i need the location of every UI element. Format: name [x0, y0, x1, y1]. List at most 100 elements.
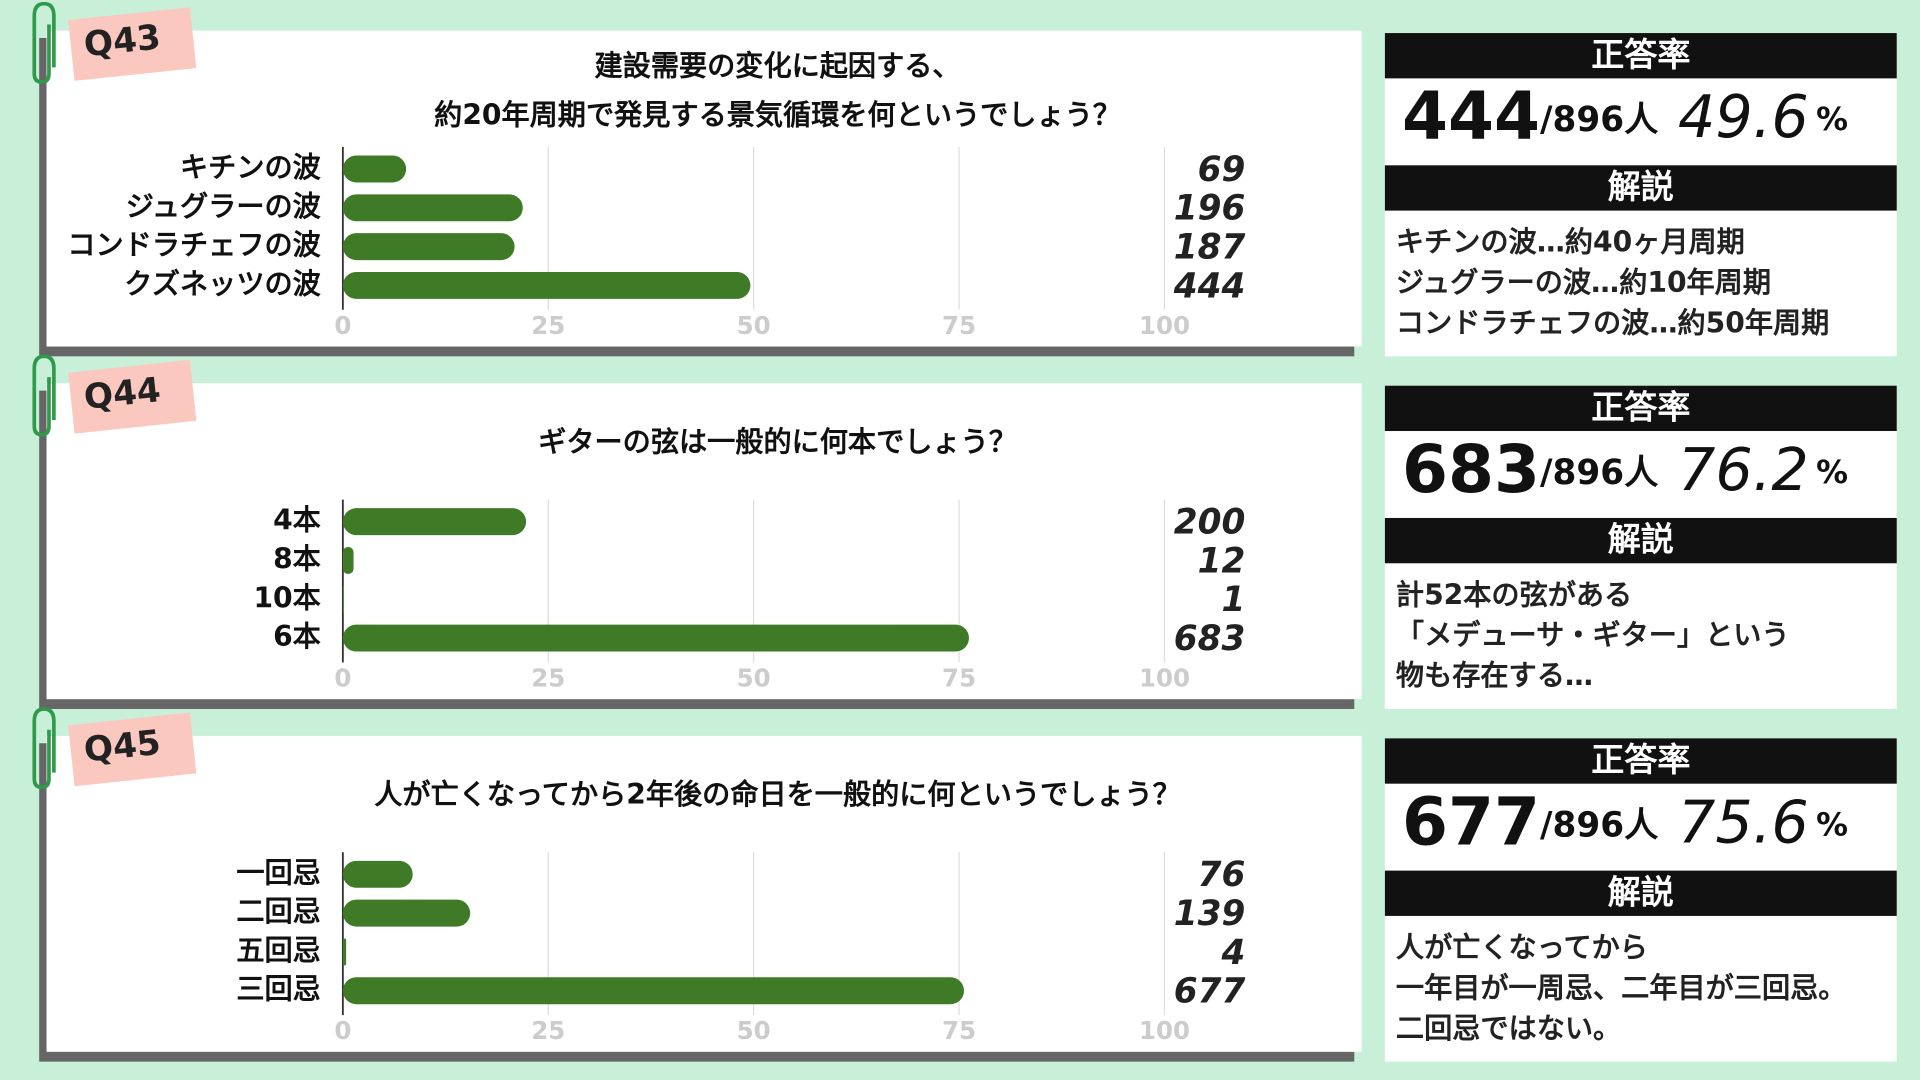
count-label: 4: [1220, 933, 1245, 973]
count-label: 187: [1174, 228, 1246, 268]
score: 683/896人 76.2%: [1402, 431, 1848, 508]
bar: [342, 194, 523, 222]
tag: [68, 7, 197, 81]
rate-value: 76.2: [1678, 435, 1809, 504]
x-tick-label: 75: [942, 664, 976, 693]
paperclip: [32, 354, 56, 437]
category-label: 10本: [253, 581, 321, 614]
rate-unit: %: [1816, 453, 1848, 491]
bar: [342, 899, 471, 927]
category-label: 4本: [273, 504, 322, 537]
header-bar: [1384, 738, 1897, 784]
x-tick-label: 75: [942, 311, 976, 340]
note-heading: 解説: [1608, 520, 1674, 559]
total-count: /896人: [1540, 452, 1659, 492]
score: 677/896人 75.6%: [1402, 784, 1848, 861]
correct-count: 444: [1402, 78, 1540, 155]
count-label: 683: [1174, 619, 1246, 659]
note-line: 「メデューサ・ギター」という: [1396, 619, 1790, 652]
note-line: ジュグラーの波…約10年周期: [1396, 266, 1771, 299]
count-label: 677: [1174, 972, 1246, 1012]
category-label: 6本: [273, 620, 322, 653]
note-line: キチンの波…約40ヶ月周期: [1396, 226, 1745, 259]
note-line: 二回忌ではない。: [1396, 1012, 1621, 1045]
paperclip: [32, 1, 56, 84]
category-label: ジュグラーの波: [126, 190, 322, 223]
x-tick-label: 25: [531, 664, 565, 693]
bar: [342, 508, 527, 536]
question-panel: Q45 人が亡くなってから2年後の命日を一般的に何というでしょう？ 0 25 50 75 1…: [32, 707, 1362, 1062]
question-text: 約20年周期で発見する景気循環を何というでしょう？: [434, 98, 1121, 131]
count-label: 1: [1221, 580, 1245, 620]
question-panel: Q43 建設需要の変化に起因する、約20年周期で発見する景気循環を何というでしょう…: [32, 1, 1362, 357]
question-text: 人が亡くなってから2年後の命日を一般的に何というでしょう？: [374, 778, 1181, 811]
category-label: 二回忌: [236, 895, 320, 928]
question-tag: Q44: [82, 370, 163, 418]
category-label: 三回忌: [236, 973, 320, 1006]
x-tick-label: 100: [1139, 664, 1190, 693]
answer-panel: 正答率 444/896人 49.6 % 解説キチンの波…約40ヶ月周期ジュグラーの波…約…: [1384, 33, 1897, 357]
x-tick-label: 100: [1139, 311, 1190, 340]
count-label: 139: [1174, 894, 1246, 934]
rate-unit: %: [1816, 806, 1848, 844]
bar: [342, 938, 347, 966]
total-count: /896人: [1540, 805, 1659, 845]
x-tick-label: 25: [531, 1016, 565, 1045]
answer-panel: 正答率 683/896人 76.2 % 解説計52本の弦がある「メデューサ・ギター」とい…: [1384, 385, 1897, 709]
category-label: キチンの波: [180, 151, 322, 184]
note-bar: [1384, 517, 1897, 564]
header-bar: [1384, 385, 1897, 432]
rate-heading: 正答率: [1591, 35, 1690, 74]
x-tick-label: 50: [737, 311, 771, 340]
bar: [342, 546, 354, 574]
count-label: 196: [1174, 189, 1246, 229]
bar: [342, 271, 751, 299]
note-line: 人が亡くなってから: [1396, 931, 1648, 964]
question-text: ギターの弦は一般的に何本でしょう？: [538, 425, 1017, 458]
count-label: 444: [1173, 266, 1246, 306]
answer-panel: 正答率 677/896人 75.6 % 解説人が亡くなってから一年目が一周忌、二年目が三…: [1384, 738, 1897, 1062]
x-tick-label: 0: [334, 1016, 351, 1045]
rate-heading: 正答率: [1591, 740, 1690, 779]
x-tick-label: 50: [737, 664, 771, 693]
x-tick-label: 50: [737, 1016, 771, 1045]
x-tick-label: 0: [334, 311, 351, 340]
rate-value: 75.6: [1678, 788, 1809, 857]
total-count: /896人: [1540, 100, 1659, 140]
bar: [342, 860, 413, 888]
count-label: 200: [1174, 503, 1246, 543]
note-line: 物も存在する…: [1396, 659, 1593, 692]
note-line: コンドラチェフの波…約50年周期: [1396, 306, 1829, 339]
rate-value: 49.6: [1678, 82, 1809, 151]
count-label: 12: [1198, 541, 1246, 581]
tag: [68, 712, 197, 787]
note-bar: [1384, 870, 1897, 916]
count-label: 69: [1198, 150, 1246, 190]
bar: [342, 624, 969, 652]
rate-unit: %: [1816, 100, 1848, 138]
paperclip: [32, 707, 56, 790]
question-tag: Q43: [82, 17, 163, 65]
category-label: 一回忌: [236, 856, 320, 889]
bar: [342, 155, 407, 183]
category-label: コンドラチェフの波: [67, 229, 321, 262]
score: 444/896人 49.6%: [1402, 78, 1848, 155]
header-bar: [1384, 33, 1897, 79]
category-label: クズネッツの波: [124, 267, 321, 300]
correct-count: 683: [1402, 431, 1540, 508]
question-tag: Q45: [82, 723, 163, 771]
x-tick-label: 100: [1139, 1016, 1190, 1045]
category-label: 五回忌: [236, 934, 320, 967]
x-tick-label: 75: [942, 1016, 976, 1045]
rate-heading: 正答率: [1591, 387, 1690, 426]
question-text: 建設需要の変化に起因する、: [595, 49, 961, 82]
tag: [68, 359, 197, 434]
correct-count: 677: [1402, 784, 1540, 861]
note-line: 一年目が一周忌、二年目が三回忌。: [1396, 971, 1847, 1004]
note-heading: 解説: [1608, 872, 1674, 911]
note-heading: 解説: [1608, 167, 1674, 206]
note-line: 計52本の弦がある: [1396, 578, 1632, 611]
